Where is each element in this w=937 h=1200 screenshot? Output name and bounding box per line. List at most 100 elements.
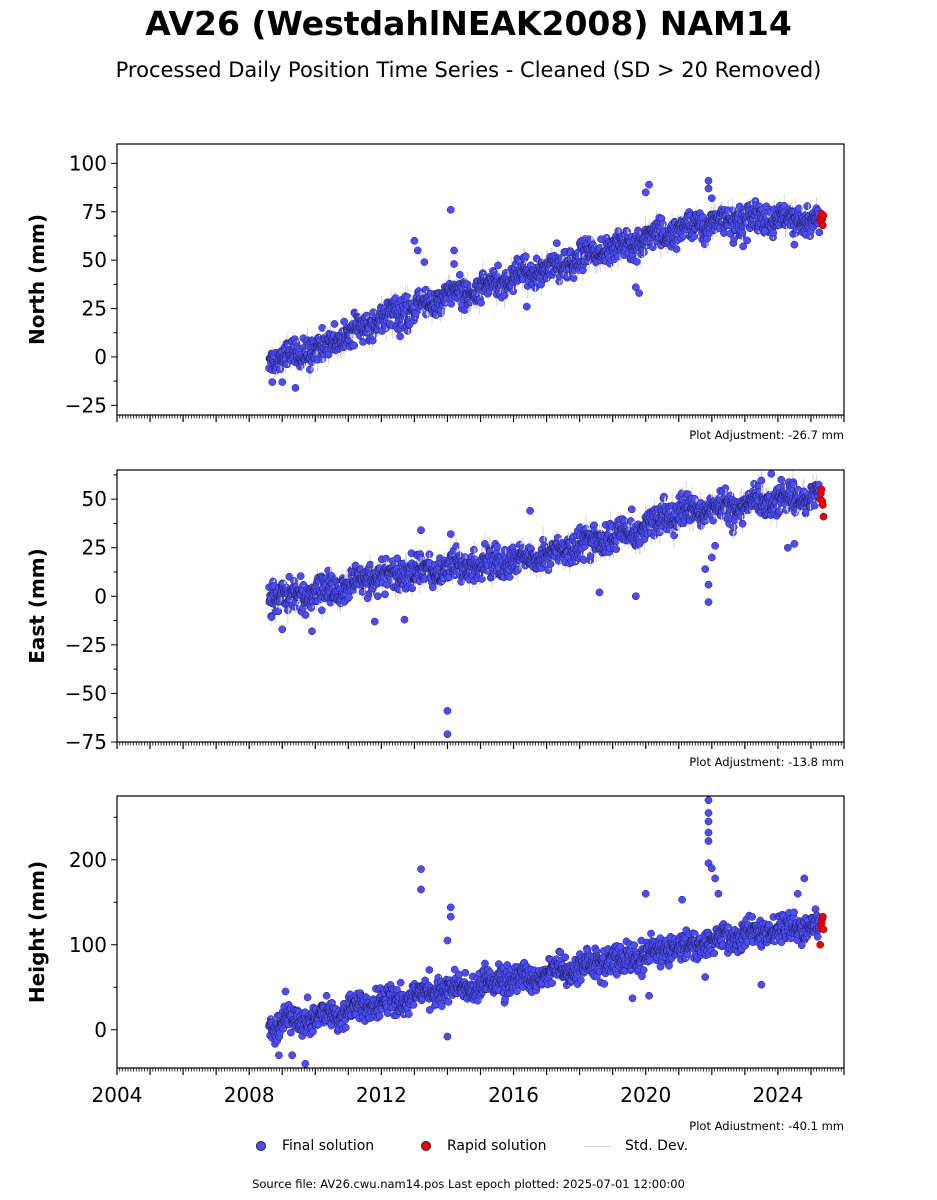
final-point [641,188,650,197]
final-point [428,583,437,592]
y-tick-label: 25 [82,536,107,560]
plot-adjustment-label: Plot Adjustment: -26.7 mm [689,428,844,442]
final-point [400,615,409,624]
final-point [478,575,486,583]
final-point [417,526,425,535]
final-point [645,180,653,189]
final-point [690,232,699,241]
final-point [494,261,502,270]
y-tick-label: 0 [94,345,107,369]
final-point [421,285,430,294]
rapid-point [819,221,827,230]
final-point [413,246,422,255]
final-point [443,730,452,739]
final-point [291,384,300,392]
rapid-point [819,211,828,220]
final-point [382,554,390,563]
final-point [783,543,792,552]
rapid-point [817,485,826,494]
y-tick-label: 100 [69,151,107,175]
final-point [815,228,824,237]
final-point [396,332,404,341]
final-point [790,240,799,249]
final-point [366,560,375,569]
final-point [322,991,331,1000]
final-point [803,202,812,210]
final-point [276,365,285,374]
final-point [274,607,283,616]
final-point [308,627,316,636]
y-tick-label: −75 [65,730,107,754]
y-tick-label: 50 [82,487,107,511]
final-point [729,523,738,531]
final-point [552,239,561,248]
final-point [522,302,531,311]
final-point [704,598,713,606]
final-point [469,545,478,554]
final-point [707,553,716,562]
final-point [777,475,786,484]
final-point [767,470,776,478]
y-tick-label: 75 [82,200,107,224]
y-axis-label: North (mm) [25,214,49,345]
final-point [739,242,748,251]
data-points [265,176,828,392]
final-point [505,573,514,581]
final-point [631,283,640,292]
final-point [631,592,640,601]
final-point [330,320,339,328]
final-point [452,542,461,551]
final-point [340,317,349,326]
final-point [341,1023,350,1032]
final-point [595,588,604,597]
plot-adjustment-label: Plot Adjustment: -13.8 mm [689,755,844,769]
final-point [790,539,799,548]
final-point [370,617,379,626]
y-tick-label: −25 [65,633,107,657]
final-point [707,194,716,203]
final-point [730,234,739,243]
y-tick-label: −50 [65,681,107,705]
final-point [408,584,416,593]
final-point [318,324,327,332]
final-point [477,298,485,307]
final-point [350,341,359,350]
final-point [586,551,595,560]
final-point [701,565,710,573]
final-point [278,378,287,386]
data-points [265,796,828,1068]
y-tick-label: 25 [82,297,107,321]
time-series-plots: −25 0 25 50 75 100 North (mm) Plot Adjustment: … [25,143,845,1130]
final-point [743,236,751,245]
final-point [810,501,819,510]
final-point [455,270,464,279]
final-point [450,246,458,255]
final-point [580,556,588,564]
y-tick-label: 0 [94,584,107,608]
final-point [268,378,277,386]
final-point [278,625,287,634]
rapid-point [819,512,828,521]
final-point [317,606,326,615]
final-point [381,590,389,599]
final-point [757,476,766,485]
final-point [672,245,681,253]
final-point [443,707,452,715]
final-point [709,516,717,525]
final-point [704,184,713,193]
final-point [446,530,455,538]
final-point [446,205,455,214]
final-point [627,505,636,514]
final-point [373,592,382,601]
panel-2: −75 −50 −25 0 25 50 East (mm) Plot Adjustment: … [25,469,845,769]
final-point [639,248,648,257]
final-point [775,507,784,516]
final-point [738,519,747,528]
final-point [420,258,429,266]
final-point [521,252,530,261]
final-point [303,993,312,1002]
final-point [760,227,769,235]
chart-subtitle: Processed Daily Position Time Series - C… [115,58,822,82]
final-point [267,613,276,621]
